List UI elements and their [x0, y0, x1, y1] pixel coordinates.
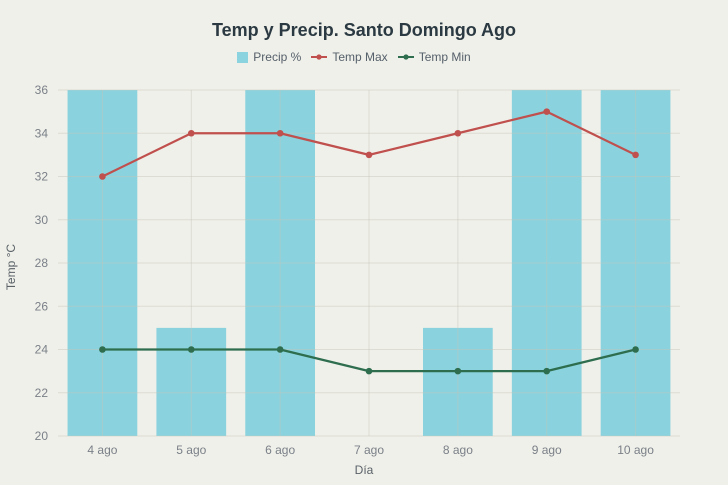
- svg-text:5 ago: 5 ago: [176, 443, 206, 457]
- svg-text:28: 28: [35, 256, 49, 270]
- svg-text:Temp °C: Temp °C: [4, 244, 18, 290]
- svg-text:36: 36: [35, 83, 49, 97]
- svg-text:20: 20: [35, 429, 49, 443]
- svg-text:9 ago: 9 ago: [532, 443, 562, 457]
- svg-text:26: 26: [35, 299, 49, 313]
- svg-text:7 ago: 7 ago: [354, 443, 384, 457]
- svg-text:10 ago: 10 ago: [617, 443, 654, 457]
- svg-text:8 ago: 8 ago: [443, 443, 473, 457]
- svg-text:30: 30: [35, 213, 49, 227]
- svg-text:34: 34: [35, 126, 49, 140]
- svg-text:6 ago: 6 ago: [265, 443, 295, 457]
- svg-text:Día: Día: [355, 463, 374, 477]
- svg-text:22: 22: [35, 386, 49, 400]
- svg-text:32: 32: [35, 170, 49, 184]
- svg-text:24: 24: [35, 343, 49, 357]
- svg-text:4 ago: 4 ago: [87, 443, 117, 457]
